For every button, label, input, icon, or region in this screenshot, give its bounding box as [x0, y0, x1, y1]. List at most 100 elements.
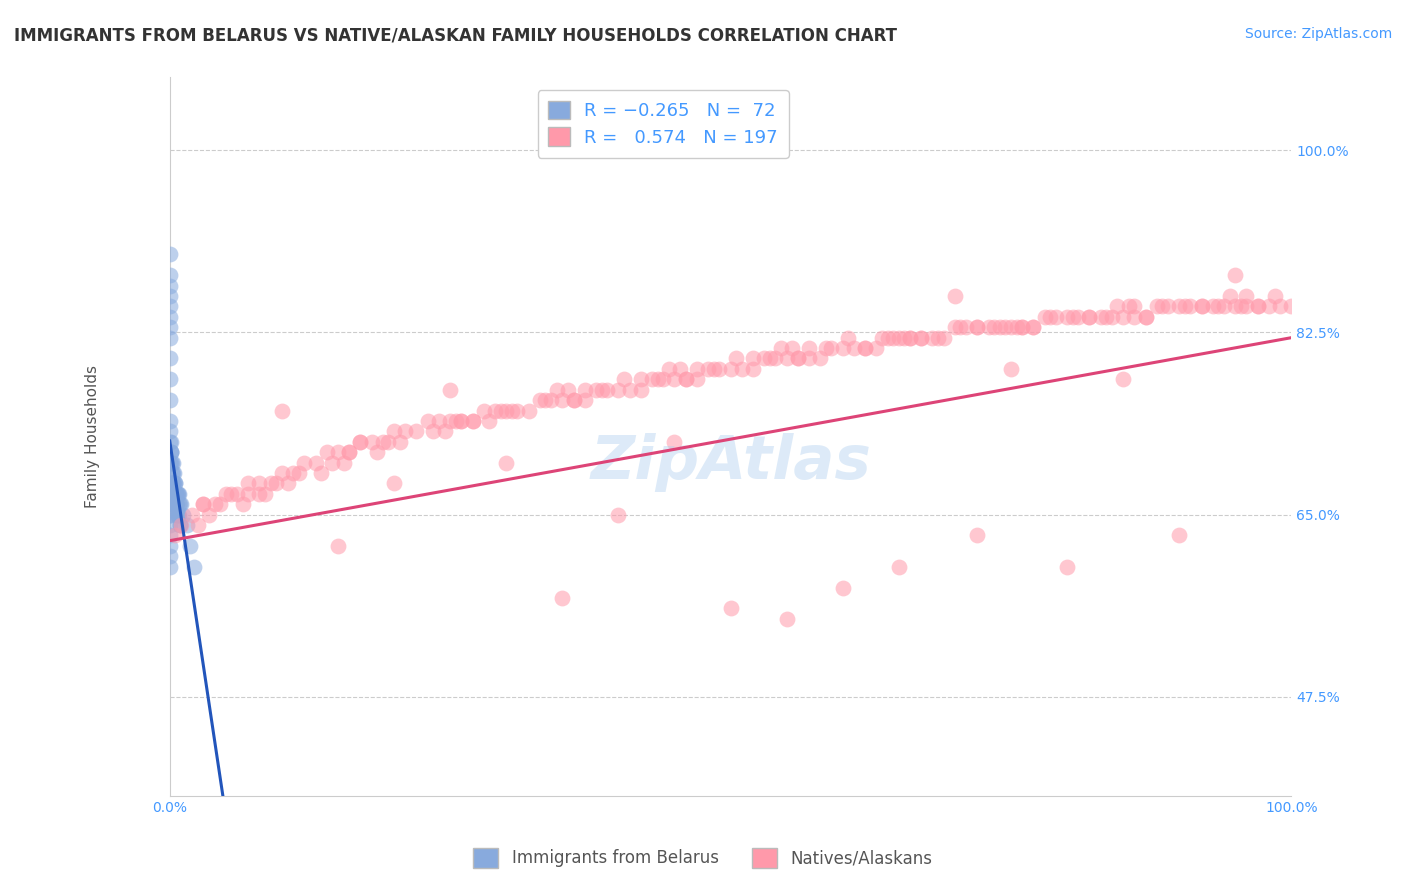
Point — [271, 466, 294, 480]
Point — [910, 331, 932, 345]
Point — [193, 497, 215, 511]
Point — [786, 351, 808, 366]
Point — [167, 487, 190, 501]
Point — [1067, 310, 1090, 324]
Point — [159, 268, 181, 283]
Point — [887, 331, 910, 345]
Point — [742, 351, 765, 366]
Point — [1247, 300, 1270, 314]
Point — [160, 508, 183, 522]
Point — [160, 466, 183, 480]
Point — [808, 351, 831, 366]
Point — [870, 331, 893, 345]
Point — [159, 508, 181, 522]
Point — [163, 476, 186, 491]
Point — [882, 331, 904, 345]
Text: ZipAtlas: ZipAtlas — [591, 434, 870, 492]
Point — [647, 372, 669, 386]
Point — [574, 393, 596, 408]
Point — [664, 372, 686, 386]
Point — [162, 456, 184, 470]
Point — [1236, 289, 1258, 303]
Point — [159, 414, 181, 428]
Point — [876, 331, 898, 345]
Point — [198, 508, 221, 522]
Point — [585, 383, 607, 397]
Point — [162, 466, 184, 480]
Point — [159, 549, 181, 564]
Point — [159, 300, 181, 314]
Point — [534, 393, 557, 408]
Point — [1107, 300, 1129, 314]
Point — [703, 362, 725, 376]
Point — [786, 351, 808, 366]
Point — [630, 372, 652, 386]
Point — [1191, 300, 1213, 314]
Point — [686, 372, 709, 386]
Point — [1112, 372, 1135, 386]
Point — [1213, 300, 1236, 314]
Point — [181, 508, 204, 522]
Point — [166, 487, 188, 501]
Point — [562, 393, 585, 408]
Point — [226, 487, 249, 501]
Point — [159, 559, 181, 574]
Point — [167, 508, 190, 522]
Point — [1152, 300, 1174, 314]
Point — [444, 414, 467, 428]
Point — [433, 425, 456, 439]
Legend: R = −0.265   N =  72, R =   0.574   N = 197: R = −0.265 N = 72, R = 0.574 N = 197 — [537, 90, 789, 158]
Point — [165, 528, 187, 542]
Point — [382, 476, 405, 491]
Point — [183, 559, 205, 574]
Point — [921, 331, 943, 345]
Point — [495, 456, 517, 470]
Point — [1174, 300, 1197, 314]
Point — [160, 497, 183, 511]
Point — [641, 372, 664, 386]
Point — [439, 414, 461, 428]
Point — [1011, 320, 1033, 334]
Point — [165, 487, 187, 501]
Point — [814, 341, 837, 355]
Point — [450, 414, 472, 428]
Point — [377, 434, 399, 449]
Point — [955, 320, 977, 334]
Point — [820, 341, 842, 355]
Point — [472, 403, 495, 417]
Point — [1236, 300, 1258, 314]
Point — [517, 403, 540, 417]
Point — [675, 372, 697, 386]
Point — [613, 372, 636, 386]
Point — [1033, 310, 1056, 324]
Point — [232, 497, 254, 511]
Point — [932, 331, 955, 345]
Point — [159, 310, 181, 324]
Point — [159, 247, 181, 261]
Point — [1095, 310, 1118, 324]
Point — [249, 487, 271, 501]
Point — [276, 476, 298, 491]
Point — [204, 497, 226, 511]
Point — [664, 434, 686, 449]
Point — [775, 612, 797, 626]
Point — [949, 320, 972, 334]
Text: Source: ZipAtlas.com: Source: ZipAtlas.com — [1244, 27, 1392, 41]
Point — [159, 351, 181, 366]
Point — [754, 351, 776, 366]
Point — [159, 539, 181, 553]
Point — [159, 278, 181, 293]
Point — [160, 487, 183, 501]
Point — [405, 425, 427, 439]
Point — [439, 383, 461, 397]
Point — [831, 341, 853, 355]
Point — [898, 331, 921, 345]
Point — [943, 320, 966, 334]
Point — [165, 487, 187, 501]
Point — [159, 497, 181, 511]
Point — [287, 466, 309, 480]
Point — [489, 403, 512, 417]
Point — [780, 341, 803, 355]
Point — [977, 320, 1000, 334]
Point — [853, 341, 876, 355]
